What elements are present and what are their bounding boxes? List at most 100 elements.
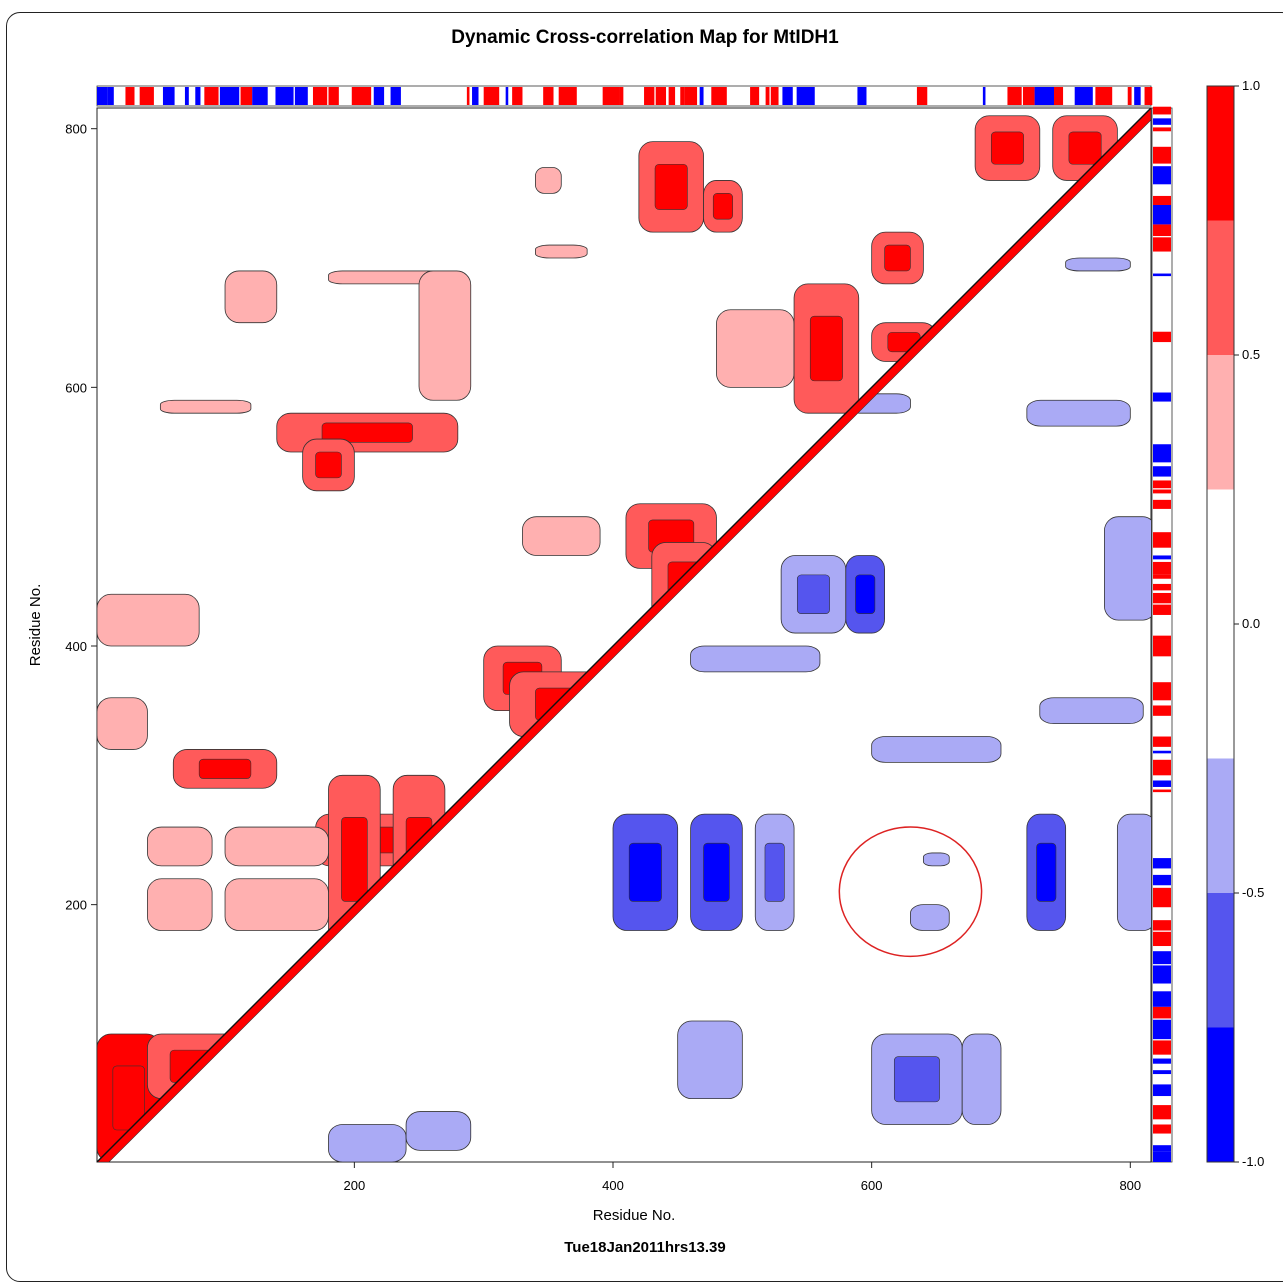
positive-region-11 (97, 593, 200, 647)
right-strip-segment (1153, 965, 1171, 984)
positive-region-5 (147, 878, 213, 931)
positive-region-7 (224, 878, 329, 931)
timestamp-footer: Tue18Jan2011hrs13.39 (564, 1239, 726, 1255)
right-strip-segment (1153, 789, 1171, 793)
negative-region-16 (405, 1111, 472, 1151)
right-strip-segment (1153, 118, 1171, 125)
negative-region-14 (1104, 516, 1151, 621)
x-tick-label: 400 (602, 1178, 624, 1193)
top-strip-segment (770, 87, 779, 105)
right-strip-segment (1153, 466, 1171, 477)
colorbar-tick-label: 0.5 (1242, 347, 1260, 362)
colorbar (1206, 85, 1235, 1163)
y-tick-label: 600 (65, 380, 87, 395)
top-strip-segment (162, 87, 175, 105)
top-strip-segment (796, 87, 815, 105)
colorbar-tick-label: 0.0 (1242, 616, 1260, 631)
colorbar-level (1207, 1027, 1234, 1162)
x-axis-label: Residue No. (593, 1207, 676, 1224)
top-strip-segment (857, 87, 867, 105)
positive-region-22 (418, 270, 472, 401)
right-strip-segment (1153, 874, 1171, 886)
positive-region-20 (224, 270, 278, 324)
top-strip-segment (765, 87, 770, 105)
top-strip-segment (982, 87, 986, 105)
top-strip-segment (1007, 87, 1022, 105)
negative-region-core-6 (893, 1056, 940, 1103)
top-strip-segment (916, 87, 928, 105)
negative-region-4 (1116, 813, 1151, 931)
colorbar-level (1207, 758, 1234, 893)
positive-region-32 (535, 244, 588, 259)
positive-region-core-3 (341, 817, 368, 902)
top-strip-segment (711, 87, 727, 105)
right-strip-segment (1153, 1145, 1171, 1152)
right-strip-segment (1153, 444, 1171, 463)
top-strip-segment (619, 87, 624, 105)
negative-region-19 (910, 904, 950, 931)
colorbar-ticks: 1.0 0.5 0.0 -0.5 -1.0 (1234, 78, 1264, 1169)
right-strip-segment (1153, 1019, 1171, 1040)
right-strip-segment (1153, 682, 1171, 701)
top-strip-segment (390, 87, 401, 105)
right-strip-segment (1153, 499, 1171, 509)
positive-region-15 (522, 516, 601, 556)
top-strip-segment (668, 87, 676, 105)
right-strip-segment (1153, 146, 1171, 164)
top-strip-segment (558, 87, 577, 105)
positive-region-8 (224, 826, 329, 867)
right-strip-segment (1153, 224, 1171, 237)
top-strip-segment (684, 87, 698, 105)
right-strip-segment (1153, 1058, 1171, 1064)
y-tick-label: 400 (65, 639, 87, 654)
right-strip-segment (1153, 931, 1171, 947)
annotation-circle (838, 826, 983, 958)
colorbar-level (1207, 893, 1234, 1028)
top-strip-segment (97, 87, 108, 105)
y-axis: 200 400 600 800 (65, 122, 97, 913)
right-strip-segment (1153, 858, 1171, 869)
positive-region-25 (716, 309, 795, 388)
right-strip-segment (1153, 639, 1171, 657)
right-strip-segment (1153, 166, 1171, 185)
right-strip-segment (1153, 489, 1171, 494)
top-strip-segment (1074, 87, 1093, 105)
top-strip-segment (240, 87, 253, 105)
right-strip-segment (1153, 759, 1171, 776)
negative-region-12 (690, 645, 821, 673)
positive-region-19 (159, 399, 252, 414)
y-tick-label: 200 (65, 898, 87, 913)
top-strip-segment (219, 87, 240, 105)
negative-region-5 (677, 1020, 743, 1100)
right-strip-segment (1153, 237, 1171, 252)
y-axis-label: Residue No. (27, 584, 44, 667)
right-strip-segment (1153, 991, 1171, 1007)
right-strip-segment (1153, 780, 1171, 787)
negative-region-15 (328, 1124, 407, 1162)
top-strip-segment (505, 87, 509, 105)
top-strip-segment (1034, 87, 1055, 105)
top-strip-segment (328, 87, 339, 105)
top-strip-segment (107, 87, 114, 105)
right-strip-segment (1153, 1084, 1171, 1097)
right-strip-segment (1153, 1070, 1171, 1075)
top-strip-segment (1095, 87, 1113, 105)
top-strip-segment (184, 87, 189, 105)
negative-region-11 (1039, 697, 1144, 724)
negative-region-20 (922, 852, 950, 867)
right-strip-segment (1153, 750, 1171, 754)
colorbar-level (1207, 355, 1234, 490)
right-strip-segment (1153, 480, 1171, 489)
right-strip-segment (1153, 561, 1171, 575)
correlation-map-chart: Dynamic Cross-correlation Map for MtIDH1… (27, 27, 1264, 1255)
right-strip-segment (1153, 736, 1171, 747)
right-strip-segment (1153, 1124, 1171, 1134)
annotation-layer (838, 826, 983, 958)
right-strip-segment (1153, 574, 1171, 579)
right-strip-segment (1153, 592, 1171, 604)
right-strip-segment (1153, 273, 1171, 277)
y-tick-label: 800 (65, 122, 87, 137)
negative-region-core-1 (703, 842, 730, 902)
top-strip-segment (1134, 87, 1141, 105)
right-strip-segment (1153, 1006, 1171, 1019)
